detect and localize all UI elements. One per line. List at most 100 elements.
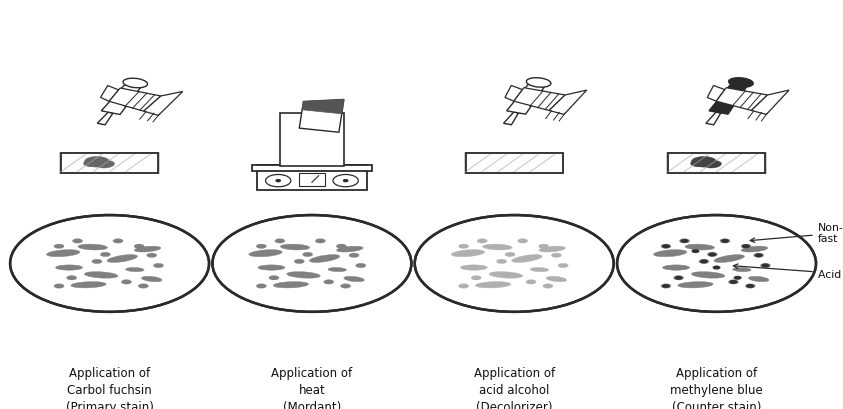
Ellipse shape	[256, 284, 266, 288]
Ellipse shape	[281, 245, 309, 250]
Ellipse shape	[728, 280, 738, 284]
Polygon shape	[100, 86, 119, 102]
Ellipse shape	[54, 284, 64, 288]
Ellipse shape	[733, 268, 751, 272]
Ellipse shape	[477, 239, 487, 243]
Text: Application of
methylene blue
(Counter stain): Application of methylene blue (Counter s…	[670, 366, 763, 409]
Ellipse shape	[691, 157, 717, 168]
Polygon shape	[503, 113, 518, 126]
Ellipse shape	[713, 266, 720, 270]
Ellipse shape	[691, 272, 725, 279]
Ellipse shape	[256, 245, 266, 249]
Ellipse shape	[287, 272, 320, 279]
Ellipse shape	[539, 247, 566, 252]
Ellipse shape	[700, 260, 708, 264]
Ellipse shape	[703, 161, 722, 169]
FancyBboxPatch shape	[59, 153, 160, 174]
Ellipse shape	[699, 260, 709, 264]
Ellipse shape	[333, 175, 358, 187]
Ellipse shape	[743, 245, 750, 249]
Ellipse shape	[83, 162, 99, 167]
Ellipse shape	[747, 285, 754, 288]
Polygon shape	[709, 85, 747, 115]
Ellipse shape	[505, 253, 515, 257]
Ellipse shape	[708, 253, 716, 257]
Polygon shape	[101, 85, 141, 115]
Ellipse shape	[275, 239, 285, 243]
Ellipse shape	[84, 157, 110, 168]
Ellipse shape	[78, 245, 107, 250]
Ellipse shape	[674, 276, 684, 280]
Ellipse shape	[84, 272, 118, 279]
Ellipse shape	[754, 254, 764, 258]
Ellipse shape	[720, 239, 730, 243]
Ellipse shape	[663, 285, 670, 288]
Ellipse shape	[661, 284, 671, 288]
Ellipse shape	[138, 284, 148, 288]
Ellipse shape	[147, 254, 157, 258]
Text: Acid fast: Acid fast	[733, 264, 843, 279]
Ellipse shape	[526, 280, 536, 284]
Ellipse shape	[741, 247, 768, 252]
Ellipse shape	[309, 255, 340, 263]
Ellipse shape	[324, 280, 334, 284]
Ellipse shape	[451, 250, 485, 257]
Ellipse shape	[277, 180, 280, 182]
Polygon shape	[751, 91, 789, 115]
Ellipse shape	[10, 216, 209, 312]
Ellipse shape	[294, 260, 304, 264]
Ellipse shape	[303, 253, 313, 257]
Ellipse shape	[336, 247, 363, 252]
Ellipse shape	[678, 282, 713, 288]
Ellipse shape	[543, 284, 553, 288]
Ellipse shape	[471, 276, 481, 280]
Polygon shape	[302, 100, 344, 115]
Ellipse shape	[714, 255, 744, 263]
Polygon shape	[505, 86, 523, 102]
Ellipse shape	[459, 284, 469, 288]
Polygon shape	[143, 92, 183, 116]
Ellipse shape	[489, 272, 523, 279]
Ellipse shape	[483, 245, 512, 250]
Polygon shape	[299, 100, 344, 133]
FancyBboxPatch shape	[62, 154, 158, 173]
Polygon shape	[109, 89, 161, 112]
Ellipse shape	[459, 245, 469, 249]
Ellipse shape	[269, 276, 279, 280]
Ellipse shape	[661, 245, 671, 249]
Ellipse shape	[153, 264, 164, 268]
Ellipse shape	[134, 245, 144, 249]
Ellipse shape	[142, 276, 162, 282]
Ellipse shape	[526, 79, 551, 88]
Ellipse shape	[722, 240, 728, 243]
FancyBboxPatch shape	[280, 113, 344, 166]
Polygon shape	[514, 88, 565, 111]
Ellipse shape	[681, 240, 688, 243]
Text: Non-acid
fast: Non-acid fast	[750, 222, 843, 244]
Polygon shape	[507, 85, 545, 115]
Ellipse shape	[344, 276, 364, 282]
Polygon shape	[549, 91, 587, 115]
Ellipse shape	[617, 216, 816, 312]
Ellipse shape	[546, 276, 566, 282]
Ellipse shape	[126, 268, 144, 272]
Ellipse shape	[134, 247, 161, 252]
Ellipse shape	[558, 264, 568, 268]
Ellipse shape	[315, 239, 325, 243]
Ellipse shape	[475, 282, 511, 288]
Ellipse shape	[512, 255, 542, 263]
Ellipse shape	[71, 282, 106, 288]
Ellipse shape	[460, 265, 487, 271]
FancyBboxPatch shape	[668, 154, 765, 173]
Ellipse shape	[123, 79, 148, 89]
Ellipse shape	[266, 175, 291, 187]
FancyBboxPatch shape	[257, 166, 367, 190]
Text: Application of
heat
(Mordant): Application of heat (Mordant)	[271, 366, 352, 409]
Polygon shape	[707, 86, 725, 102]
Polygon shape	[97, 113, 113, 126]
Ellipse shape	[539, 245, 549, 249]
FancyBboxPatch shape	[666, 153, 767, 174]
Ellipse shape	[356, 264, 366, 268]
FancyBboxPatch shape	[465, 154, 563, 173]
Ellipse shape	[728, 79, 754, 88]
